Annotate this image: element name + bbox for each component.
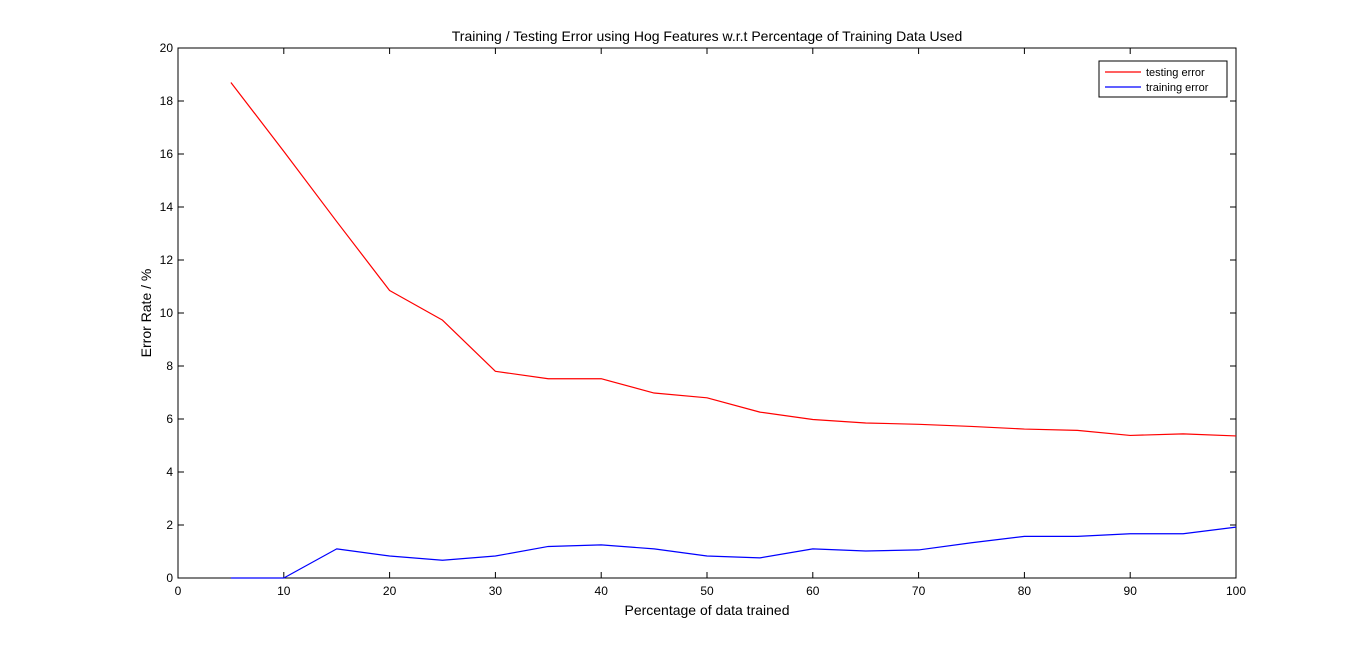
x-tick-label: 10 (277, 584, 291, 598)
y-tick-label: 12 (160, 253, 174, 267)
series-line-1 (230, 526, 1237, 579)
legend-label-0: testing error (1146, 67, 1205, 79)
series-layer (230, 82, 1237, 579)
y-tick-label: 10 (160, 306, 174, 320)
x-tick-label: 100 (1226, 584, 1246, 598)
x-tick-label: 30 (489, 584, 503, 598)
x-tick-label: 60 (806, 584, 820, 598)
x-tick-label: 40 (595, 584, 609, 598)
x-tick-label: 80 (1018, 584, 1032, 598)
x-axis-label: Percentage of data trained (624, 602, 789, 618)
x-tick-label: 20 (383, 584, 397, 598)
y-tick-label: 14 (160, 200, 174, 214)
y-tick-label: 0 (166, 571, 173, 585)
legend-box (1098, 60, 1228, 98)
chart-title: Training / Testing Error using Hog Featu… (452, 28, 962, 44)
legend-label-1: training error (1146, 82, 1209, 94)
legend: testing error training error (1098, 60, 1228, 98)
y-tick-label: 6 (166, 412, 173, 426)
x-tick-label: 90 (1124, 584, 1138, 598)
y-tick-label: 4 (166, 465, 173, 479)
x-tick-label: 0 (175, 584, 182, 598)
y-tick-label: 8 (166, 359, 173, 373)
x-tick-label: 50 (700, 584, 714, 598)
y-tick-label: 2 (166, 518, 173, 532)
axis-ticks: 0 10 20 30 40 50 60 70 80 90 100 0 2 4 6 8 10 12 14 16 18 20 (160, 41, 1247, 598)
y-tick-label: 18 (160, 94, 174, 108)
y-tick-label: 20 (160, 41, 174, 55)
y-tick-label: 16 (160, 147, 174, 161)
x-tick-label: 70 (912, 584, 926, 598)
series-line-0 (230, 82, 1237, 437)
plot-area (177, 47, 1237, 579)
y-axis-label: Error Rate / % (138, 269, 154, 358)
